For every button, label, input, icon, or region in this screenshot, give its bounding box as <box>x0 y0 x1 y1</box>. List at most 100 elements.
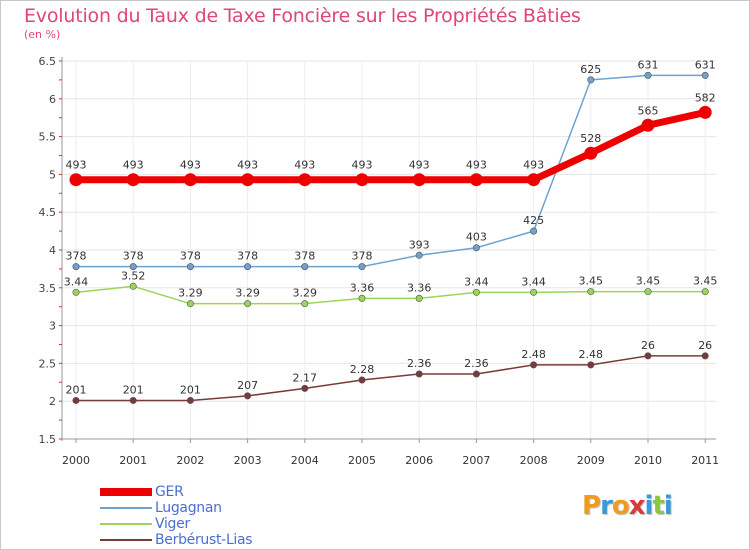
data-label: 565 <box>638 104 659 117</box>
data-point <box>241 173 255 187</box>
y-tick-label: 3 <box>49 320 56 333</box>
data-label: 493 <box>123 159 144 172</box>
y-tick-label: 5.5 <box>39 131 57 144</box>
data-label: 3.36 <box>407 281 432 294</box>
data-point <box>358 376 366 384</box>
data-point <box>472 288 480 296</box>
y-tick-label: 3.5 <box>39 282 57 295</box>
data-label: 3.29 <box>235 287 260 300</box>
data-label: 378 <box>123 250 144 263</box>
legend-item: Berbérust-Lias <box>100 532 300 548</box>
data-point <box>358 263 366 271</box>
data-label: 2.36 <box>464 357 489 370</box>
data-point <box>355 173 369 187</box>
series-line-berb-rust-lias <box>75 355 706 402</box>
data-label: 631 <box>638 58 659 71</box>
logo-letter: t <box>652 491 664 521</box>
data-label: 582 <box>695 91 716 104</box>
data-label: 2.17 <box>293 371 318 384</box>
data-point <box>415 251 423 259</box>
data-label: 3.44 <box>521 275 546 288</box>
data-label: 393 <box>409 238 430 251</box>
data-point <box>701 352 709 360</box>
data-point <box>644 71 652 79</box>
data-point <box>126 173 140 187</box>
data-point <box>587 361 595 369</box>
x-tick-label: 2007 <box>462 454 490 467</box>
data-label: 207 <box>237 379 258 392</box>
data-point <box>701 288 709 296</box>
data-label: 2.48 <box>521 348 546 361</box>
data-point <box>530 361 538 369</box>
data-label: 201 <box>123 383 144 396</box>
data-point <box>584 146 598 160</box>
data-point <box>129 396 137 404</box>
data-point <box>641 118 655 132</box>
logo-letter: r <box>600 491 613 521</box>
data-label: 3.52 <box>121 269 146 282</box>
data-point <box>644 352 652 360</box>
logo-letter: x <box>628 491 646 521</box>
data-point <box>698 105 712 119</box>
data-label: 26 <box>698 339 712 352</box>
data-label: 2.48 <box>579 348 604 361</box>
data-label: 3.44 <box>64 275 89 288</box>
series-line-lugagnan <box>75 74 706 268</box>
data-label: 378 <box>294 250 315 263</box>
x-tick-label: 2010 <box>634 454 662 467</box>
data-label: 425 <box>523 214 544 227</box>
x-tick-label: 2005 <box>348 454 376 467</box>
legend-swatch <box>100 523 152 525</box>
y-tick-label: 1.5 <box>39 433 57 446</box>
data-label: 378 <box>180 250 201 263</box>
y-tick-label: 6 <box>49 93 56 106</box>
data-point <box>472 244 480 252</box>
legend-label: Viger <box>155 516 190 532</box>
data-label: 2.36 <box>407 357 432 370</box>
data-label: 378 <box>352 250 373 263</box>
series-line-viger <box>75 285 706 305</box>
y-axis-unit: (en %) <box>24 28 61 41</box>
y-tick-label: 2.5 <box>39 357 57 370</box>
data-label: 493 <box>180 159 201 172</box>
data-label: 528 <box>580 132 601 145</box>
x-tick-label: 2009 <box>577 454 605 467</box>
data-label: 3.36 <box>350 281 375 294</box>
data-label: 493 <box>409 159 430 172</box>
data-point <box>527 173 541 187</box>
data-point <box>186 263 194 271</box>
data-point <box>244 392 252 400</box>
data-point <box>129 282 137 290</box>
data-label: 493 <box>466 159 487 172</box>
data-label: 378 <box>237 250 258 263</box>
data-label: 3.45 <box>693 275 718 288</box>
data-point <box>186 396 194 404</box>
data-label: 493 <box>237 159 258 172</box>
data-point <box>415 294 423 302</box>
data-point <box>587 76 595 84</box>
chart-title: Evolution du Taux de Taxe Foncière sur l… <box>24 5 581 27</box>
data-label: 493 <box>294 159 315 172</box>
data-label: 201 <box>66 383 87 396</box>
proxiti-logo: Proxiti <box>582 491 673 521</box>
data-point <box>358 294 366 302</box>
legend-item: Viger <box>100 516 300 532</box>
data-point <box>472 370 480 378</box>
data-point <box>69 173 83 187</box>
data-point <box>587 288 595 296</box>
y-tick-label: 6.5 <box>39 55 57 68</box>
data-point <box>412 173 426 187</box>
data-point <box>301 384 309 392</box>
data-label: 3.45 <box>579 275 604 288</box>
logo-letter: i <box>663 491 673 521</box>
logo-letter: o <box>611 491 630 521</box>
legend-swatch <box>100 507 152 509</box>
x-tick-label: 2003 <box>234 454 262 467</box>
data-label: 493 <box>523 159 544 172</box>
data-label: 2.28 <box>350 363 375 376</box>
data-label: 493 <box>352 159 373 172</box>
data-point <box>72 396 80 404</box>
legend-swatch <box>100 488 152 496</box>
legend-label: Berbérust-Lias <box>155 532 253 548</box>
